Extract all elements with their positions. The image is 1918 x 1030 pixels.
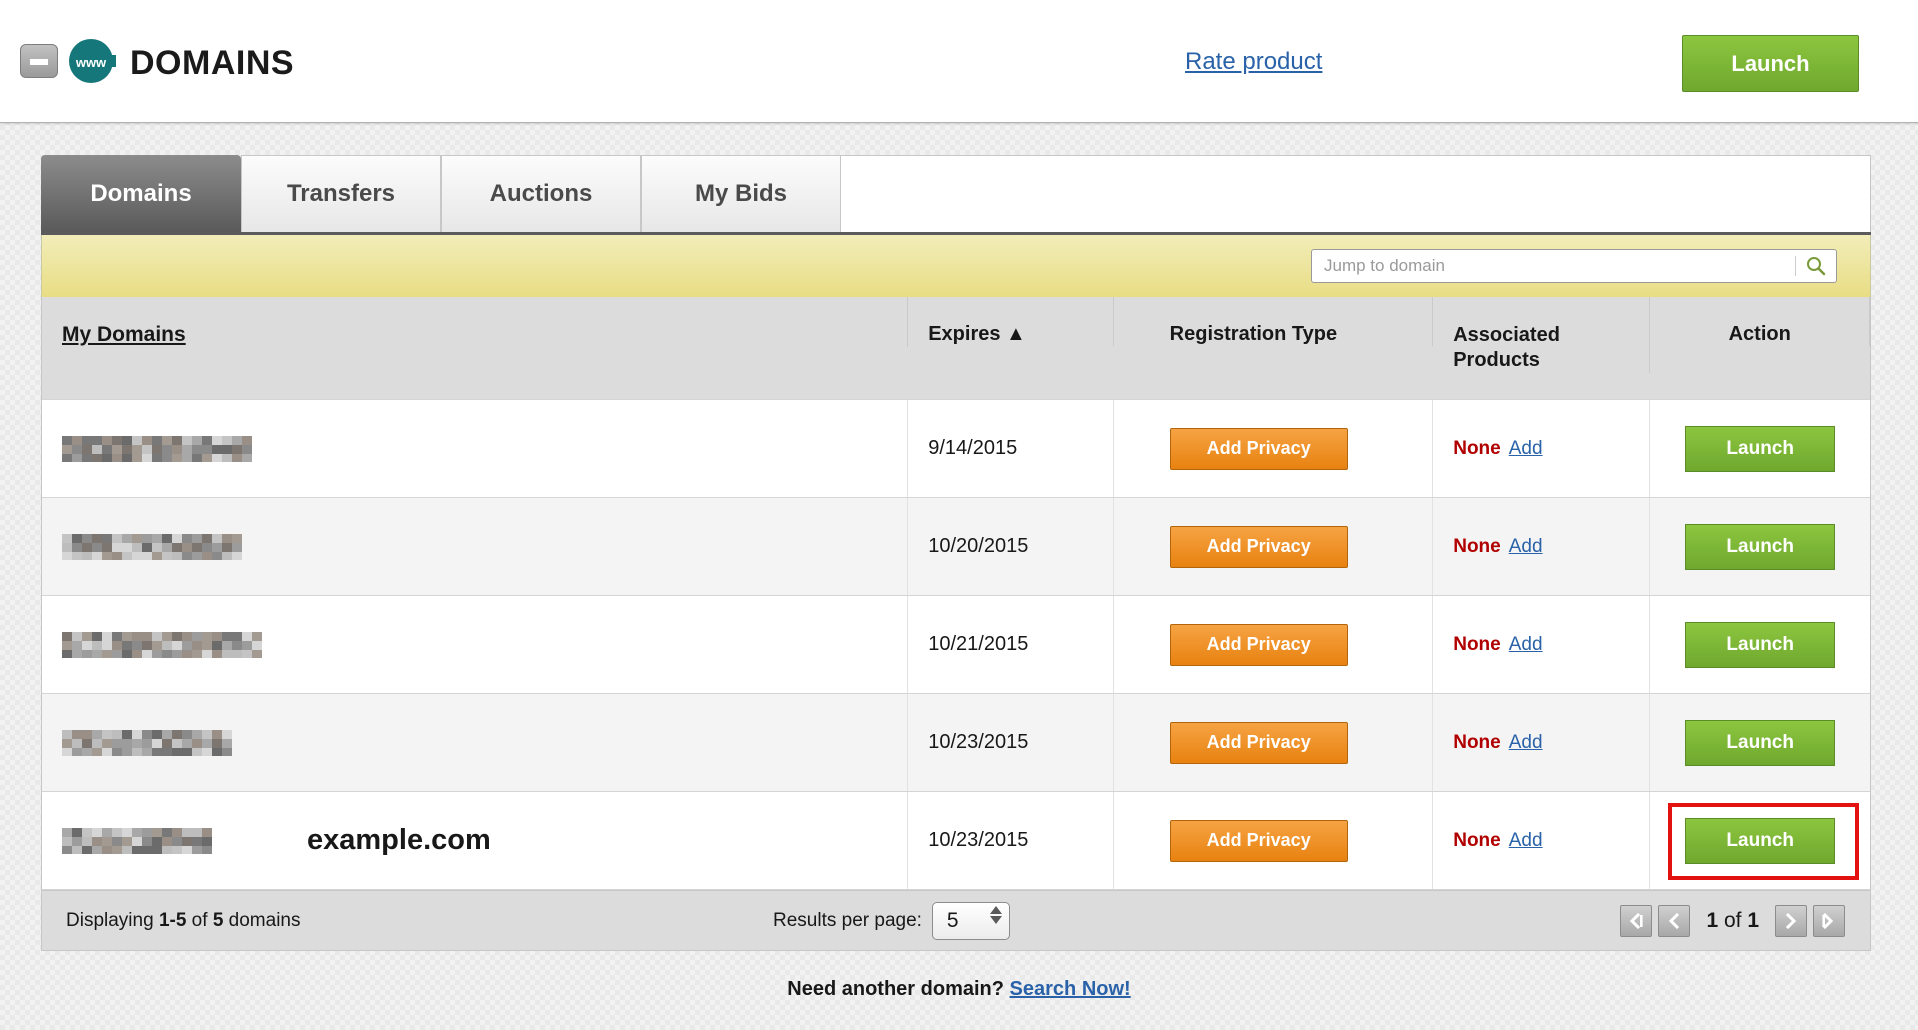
svg-text:www: www xyxy=(75,55,107,70)
